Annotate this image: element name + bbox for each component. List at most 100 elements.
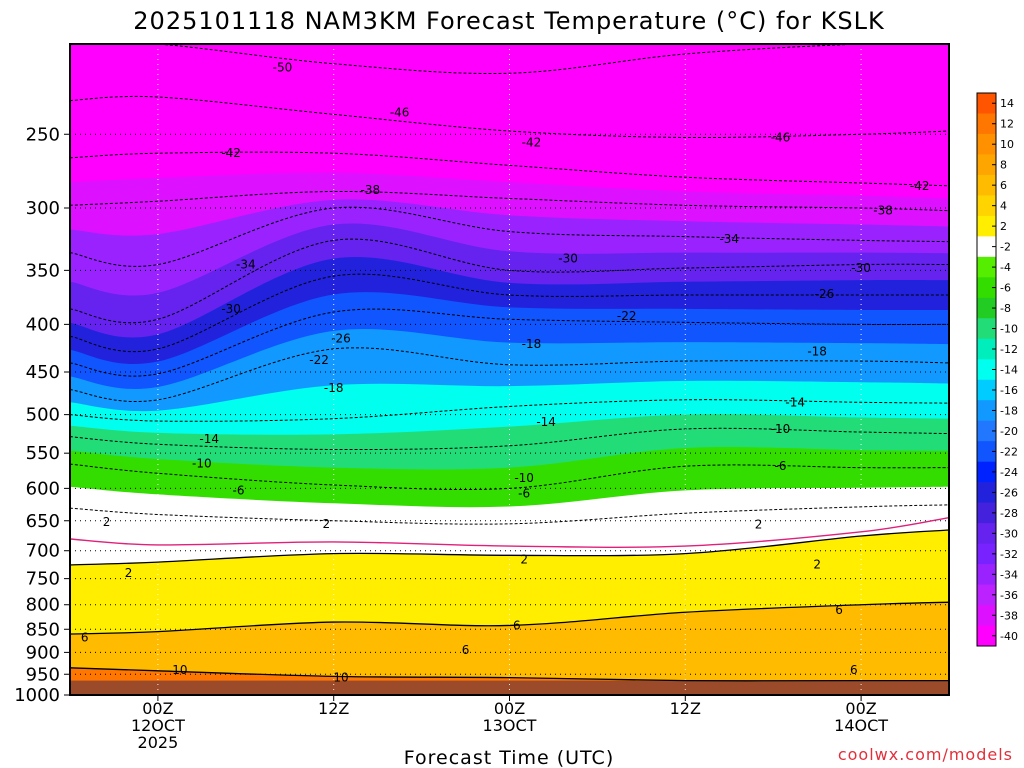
- isotherm-6: [70, 601, 949, 635]
- contour-label: 6: [81, 631, 89, 645]
- isotherm--22: [70, 308, 949, 377]
- colorbar-label: -26: [1000, 486, 1018, 499]
- colorbar-swatch: [977, 133, 996, 155]
- colorbar-label: -38: [1000, 609, 1018, 622]
- colorbar-swatch: [977, 359, 996, 381]
- below-ground-area: [70, 680, 949, 695]
- contour-label: -14: [785, 395, 805, 409]
- contour-label: -30: [221, 302, 241, 316]
- contour-label: -34: [719, 232, 739, 246]
- colorbar-swatch: [977, 625, 996, 647]
- contour-label: -10: [514, 471, 534, 485]
- x-tick-label: 12OCT: [131, 716, 185, 735]
- x-tick-label: 2025: [138, 733, 179, 752]
- y-tick-label: 650: [26, 511, 60, 532]
- y-tick-label: 500: [26, 405, 60, 426]
- colorbar-label: -24: [1000, 466, 1018, 479]
- contour-label: 2: [755, 517, 763, 531]
- x-tick-label: 12Z: [318, 699, 349, 718]
- contour-label: -42: [522, 135, 542, 149]
- x-tick-label: 12Z: [670, 699, 701, 718]
- colorbar-label: 12: [1000, 118, 1014, 131]
- isotherm--38: [70, 190, 949, 212]
- colorbar-label: -6: [1000, 282, 1011, 295]
- x-tick-label: 00Z: [494, 699, 525, 718]
- x-tick-label: 00Z: [142, 699, 173, 718]
- colorbar-swatch: [977, 236, 996, 258]
- y-tick-label: 600: [26, 478, 60, 499]
- y-tick-label: 1000: [14, 685, 60, 706]
- colorbar-label: -12: [1000, 343, 1018, 356]
- isotherm--42: [70, 151, 949, 187]
- isotherm--30: [70, 238, 949, 324]
- contour-label: -42: [221, 146, 241, 160]
- colorbar-swatch: [977, 256, 996, 278]
- colorbar-label: 8: [1000, 159, 1007, 172]
- isotherm--6: [70, 463, 949, 491]
- contour-label: -42: [910, 179, 930, 193]
- colorbar-label: 4: [1000, 200, 1007, 213]
- y-tick-label: 300: [26, 198, 60, 219]
- colorbar-label: -18: [1000, 404, 1018, 417]
- x-tick-label: 00Z: [845, 699, 876, 718]
- contour-labels: -50 -46 -46 -42 -42 -42 -38 -38 -34 -34 -30 -30 -30 -…: [81, 61, 930, 685]
- colorbar-swatch: [977, 543, 996, 565]
- colorbar-swatch: [977, 523, 996, 545]
- contour-label: -50: [273, 61, 293, 75]
- contour-label: -14: [199, 432, 219, 446]
- contour-label: -10: [771, 422, 791, 436]
- colorbar-swatch: [977, 400, 996, 422]
- isotherm-2: [70, 529, 949, 566]
- colorbar-label: 10: [1000, 138, 1014, 151]
- isotherm--18: [70, 347, 949, 403]
- colorbar-swatch: [977, 441, 996, 463]
- contour-label: -26: [815, 287, 835, 301]
- contour-label: -30: [851, 261, 871, 275]
- contour-label: 10: [333, 671, 348, 685]
- colorbar-label: -22: [1000, 445, 1018, 458]
- isotherm--2: [70, 504, 949, 525]
- colorbar-swatch: [977, 482, 996, 504]
- colorbar-label: -30: [1000, 527, 1018, 540]
- colorbar-swatch: [977, 93, 996, 114]
- contour-label: 2: [520, 552, 528, 566]
- contour-label: -46: [390, 106, 410, 120]
- isotherm-10: [70, 667, 949, 682]
- contour-label: -14: [536, 415, 556, 429]
- y-tick-label: 350: [26, 260, 60, 281]
- y-axis: 2503003504004505005506006507007508008509…: [14, 124, 70, 706]
- contour-label: 2: [103, 515, 111, 529]
- contour-label: -18: [324, 381, 344, 395]
- y-tick-label: 250: [26, 124, 60, 145]
- contour-label: -34: [236, 258, 256, 272]
- colorbar-swatch: [977, 584, 996, 606]
- contour-label: -22: [617, 309, 637, 323]
- isotherm--34: [70, 206, 949, 267]
- colorbar-swatch: [977, 502, 996, 524]
- contour-label: 6: [462, 643, 470, 657]
- colorbar-label: -36: [1000, 589, 1018, 602]
- contour-label: -6: [775, 459, 787, 473]
- colorbar-swatch: [977, 318, 996, 340]
- contour-label: 10: [172, 663, 187, 677]
- colorbar-label: 14: [1000, 97, 1014, 110]
- colorbar-swatch: [977, 174, 996, 196]
- colorbar-swatch: [977, 605, 996, 627]
- contour-label: -38: [361, 183, 381, 197]
- colorbar-swatch: [977, 113, 996, 135]
- colorbar-label: -16: [1000, 384, 1018, 397]
- temperature-bands: [70, 44, 949, 695]
- colorbar-label: 2: [1000, 220, 1007, 233]
- y-tick-label: 950: [26, 664, 60, 685]
- credit-link[interactable]: coolwx.com/models: [838, 745, 1013, 764]
- contour-label: -30: [558, 252, 578, 266]
- contour-label: -38: [873, 204, 893, 218]
- colorbar-label: -34: [1000, 568, 1018, 581]
- colorbar-label: -2: [1000, 241, 1011, 254]
- y-tick-label: 450: [26, 362, 60, 383]
- colorbar-swatch: [977, 564, 996, 586]
- contour-label: -18: [807, 345, 827, 359]
- colorbar-swatch: [977, 461, 996, 483]
- band-warm-6: [70, 602, 949, 695]
